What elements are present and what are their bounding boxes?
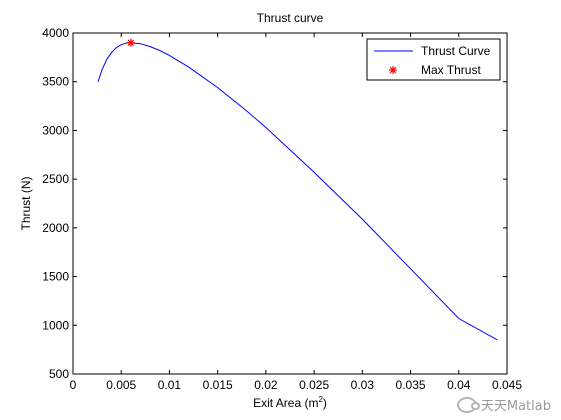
- series-thrust-curve: [97, 42, 498, 341]
- legend-label-thrust-curve: Thrust Curve: [421, 44, 491, 58]
- y-tick-label: 500: [49, 367, 69, 381]
- legend: Thrust Curve Max Thrust: [366, 38, 501, 81]
- watermark-text: 天天Matlab: [480, 399, 551, 414]
- y-tick-label: 2500: [42, 172, 69, 186]
- x-tick-label: 0.045: [492, 378, 522, 392]
- y-tick-label: 2000: [42, 221, 69, 235]
- x-axis-label: Exit Area (m2): [253, 395, 327, 410]
- legend-swatch-max-thrust: [389, 66, 397, 74]
- axes-frame: [72, 32, 508, 375]
- legend-box: [366, 38, 501, 81]
- y-axis-label: Thrust (N): [19, 176, 33, 230]
- x-tick-label: 0.03: [351, 378, 375, 392]
- max-thrust-marker: [126, 38, 135, 47]
- x-tick-label: 0.04: [447, 378, 471, 392]
- x-axis-label-suffix: ): [323, 396, 327, 410]
- x-axis-label-superscript: 2: [318, 395, 323, 404]
- wechat-icon: [456, 396, 480, 413]
- y-tick-label: 1000: [42, 318, 69, 332]
- x-tick-label: 0.02: [254, 378, 278, 392]
- y-tick-label: 3000: [42, 123, 69, 137]
- x-tick-label: 0.005: [106, 378, 136, 392]
- legend-label-max-thrust: Max Thrust: [421, 63, 481, 77]
- legend-star-marker: [389, 66, 397, 74]
- x-tick-label: 0.01: [158, 378, 182, 392]
- watermark: 天天Matlab: [456, 395, 551, 414]
- x-tick-label: 0.025: [299, 378, 329, 392]
- y-tick-label: 1500: [42, 270, 69, 284]
- y-tick-label: 3500: [42, 75, 69, 89]
- x-tick-label: 0.015: [203, 378, 233, 392]
- x-tick-label: 0: [70, 378, 77, 392]
- plot-area: [73, 33, 507, 374]
- x-axis-label-main: Exit Area (m: [253, 396, 318, 410]
- chart-title: Thrust curve: [257, 11, 324, 25]
- y-tick-label: 4000: [42, 26, 69, 40]
- x-tick-label: 0.035: [396, 378, 426, 392]
